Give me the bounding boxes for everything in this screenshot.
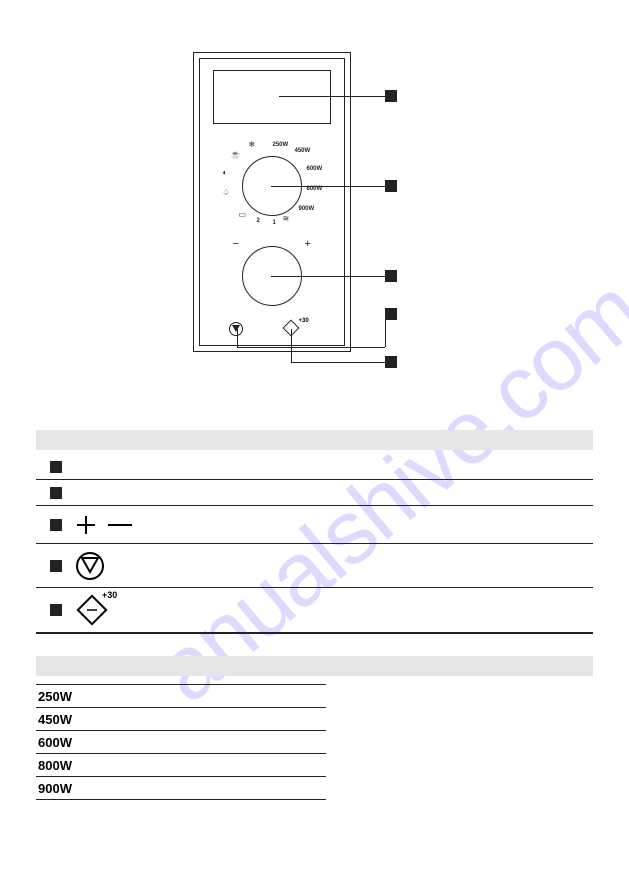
legend-marker-4 <box>50 560 62 572</box>
leader-4v <box>237 329 238 347</box>
start-icon-legend: +30 <box>74 592 114 628</box>
power-row: 900W <box>36 777 326 800</box>
display-screen <box>213 70 331 124</box>
mark-2: 2 <box>257 218 260 224</box>
start-30-label: +30 <box>299 318 309 324</box>
page-content: 250W 450W 600W 800W 900W ❄ ☕ ◐ ♤ ▭ 2 1 ≋… <box>0 0 629 820</box>
minus-label: − <box>233 238 239 250</box>
power-row: 450W <box>36 708 326 731</box>
marker-3 <box>385 270 397 282</box>
power-label-450: 450W <box>295 148 311 154</box>
stop-icon <box>229 322 243 336</box>
plus-label: + <box>305 238 311 250</box>
control-panel-diagram: 250W 450W 600W 800W 900W ❄ ☕ ◐ ♤ ▭ 2 1 ≋… <box>36 50 593 390</box>
legend-table: +30 <box>36 454 593 634</box>
legend-marker-5 <box>50 604 62 616</box>
legend-marker-3 <box>50 519 62 531</box>
leader-5v <box>291 329 292 362</box>
defrost-icon: ❄ <box>249 140 256 149</box>
power-label-900: 900W <box>299 206 315 212</box>
leader-join <box>385 314 386 347</box>
legend-row <box>36 480 593 506</box>
leader-5 <box>291 362 385 363</box>
leader-1 <box>279 96 385 97</box>
marker-1 <box>385 90 397 102</box>
leader-4 <box>237 347 385 348</box>
wave-icon: ≋ <box>283 214 290 223</box>
power-header-band <box>36 656 593 676</box>
marker-2 <box>385 180 397 192</box>
legend-marker-2 <box>50 487 62 499</box>
power-table: 250W 450W 600W 800W 900W <box>36 684 326 800</box>
legend-header-band <box>36 430 593 450</box>
power-label-250: 250W <box>273 142 289 148</box>
leader-3 <box>271 276 385 277</box>
grill-icon: ▭ <box>239 210 247 219</box>
plate-icon: ◐ <box>223 168 228 177</box>
marker-5 <box>385 356 397 368</box>
legend-row <box>36 506 593 544</box>
legend-row: +30 <box>36 588 593 634</box>
power-label-600: 600W <box>307 166 323 172</box>
bell-icon: ♤ <box>223 188 230 197</box>
stop-icon-legend <box>74 550 106 582</box>
power-section: 250W 450W 600W 800W 900W <box>36 656 593 800</box>
leader-2 <box>271 186 385 187</box>
cup-icon: ☕ <box>231 150 241 159</box>
marker-4 <box>385 308 397 320</box>
plus-minus-icon <box>74 512 144 538</box>
power-row: 250W <box>36 684 326 708</box>
legend-marker-1 <box>50 461 62 473</box>
power-row: 600W <box>36 731 326 754</box>
start-30-legend: +30 <box>102 590 117 600</box>
legend-row <box>36 454 593 480</box>
mark-1: 1 <box>273 220 276 226</box>
power-row: 800W <box>36 754 326 777</box>
legend-row <box>36 544 593 588</box>
